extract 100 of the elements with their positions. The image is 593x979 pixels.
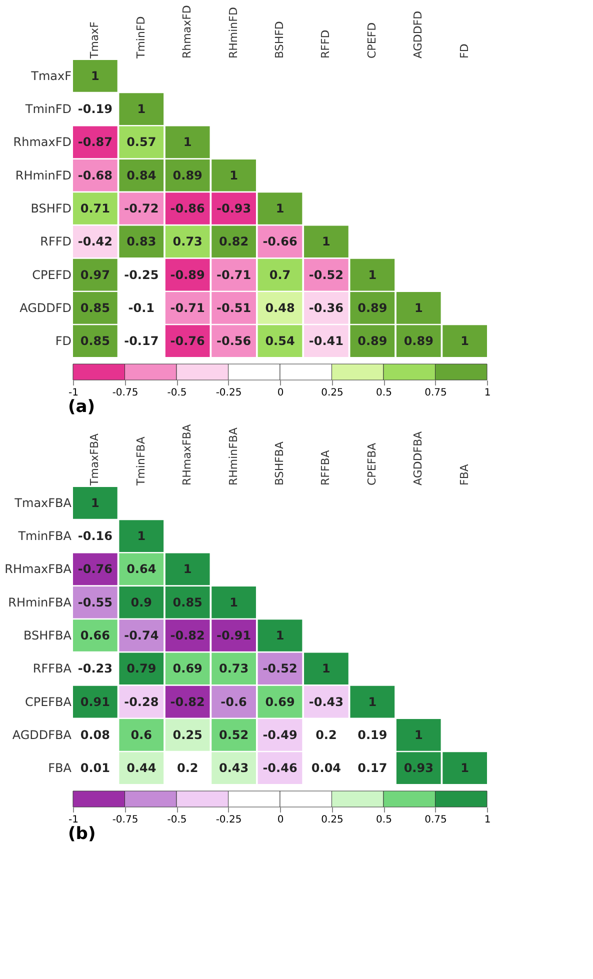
- x-tick-label: RHminFBA: [226, 426, 240, 486]
- data-label: 1: [230, 168, 238, 182]
- data-label: 0.69: [172, 662, 202, 676]
- data-label: -0.16: [78, 529, 112, 544]
- data-label: -0.42: [78, 234, 112, 249]
- data-label: 1: [460, 761, 469, 776]
- data-label: 0.54: [265, 334, 295, 348]
- color-bar-label: 0.75: [424, 814, 447, 826]
- data-label: 1: [460, 334, 469, 348]
- data-label: -0.6: [220, 694, 247, 709]
- y-tick-label: TminFD: [24, 102, 72, 116]
- color-bar-label: 0: [277, 814, 284, 826]
- data-label: 1: [276, 202, 284, 216]
- data-label: 0.25: [172, 728, 202, 742]
- data-label: -0.82: [170, 694, 205, 709]
- data-label: -0.87: [78, 135, 112, 150]
- data-label: -0.46: [262, 761, 298, 776]
- data-label: 0.52: [218, 728, 249, 742]
- y-tick-label: AGDDFBA: [12, 728, 72, 742]
- data-label: -0.68: [78, 168, 112, 182]
- x-tick-label: RFFBA: [319, 450, 332, 486]
- data-label: 0.85: [80, 334, 110, 348]
- color-bar-label: -1: [68, 388, 78, 398]
- color-bar-label: 0.5: [376, 388, 392, 398]
- data-label: -0.86: [170, 202, 205, 216]
- data-label: 0.71: [80, 202, 110, 216]
- data-label: 0.83: [126, 234, 156, 249]
- data-label: 0.89: [358, 334, 388, 348]
- data-label: 0.17: [358, 761, 388, 776]
- color-bar-label: 1: [484, 814, 491, 826]
- data-label: 1: [414, 728, 423, 742]
- data-label: -0.51: [216, 300, 252, 315]
- data-label: -0.36: [308, 300, 344, 315]
- x-tick-label: RhmaxFD: [180, 5, 194, 58]
- data-label: -0.52: [308, 268, 344, 282]
- x-tick-label: CPEFBA: [365, 442, 378, 486]
- data-label: -0.91: [216, 628, 252, 642]
- data-label: -0.52: [262, 662, 298, 676]
- y-tick-label: TmaxFBA: [14, 496, 72, 510]
- data-label: 1: [230, 595, 238, 610]
- data-label: 1: [91, 68, 100, 83]
- color-bar-label: 0: [277, 388, 284, 398]
- color-bar-label: -1: [68, 814, 78, 826]
- x-tick-label: FD: [458, 44, 471, 58]
- data-label: 0.01: [80, 761, 110, 776]
- x-tick-label: FBA: [458, 464, 471, 486]
- y-tick-label: RHminFBA: [8, 595, 72, 610]
- color-bar-label: -0.75: [112, 814, 138, 826]
- data-label: 0.97: [80, 268, 110, 282]
- data-label: 1: [276, 628, 284, 642]
- data-label: 0.66: [80, 628, 110, 642]
- data-label: -0.82: [170, 628, 205, 642]
- color-bar-label: -0.25: [216, 814, 242, 826]
- data-label: 1: [414, 300, 423, 315]
- y-tick-label: BSHFBA: [23, 628, 72, 642]
- color-bar-label: 0.5: [376, 814, 392, 826]
- color-bar-label: 0.25: [321, 814, 344, 826]
- y-tick-label: CPEFBA: [24, 694, 72, 709]
- color-bar-label: -0.5: [167, 814, 187, 826]
- data-label: 0.73: [172, 234, 202, 249]
- data-label: 0.85: [80, 300, 110, 315]
- data-label: 0.89: [358, 300, 388, 315]
- data-label: 0.79: [126, 662, 156, 676]
- y-tick-label: FBA: [48, 761, 72, 776]
- y-tick-label: TminFBA: [17, 529, 72, 544]
- x-tick-label: TminFBA: [134, 436, 148, 486]
- x-tick-label: RHminFD: [226, 7, 240, 58]
- y-tick-label: RFFBA: [32, 662, 72, 676]
- data-label: -0.56: [216, 334, 252, 348]
- data-label: 0.04: [311, 761, 342, 776]
- color-bar-label: 1: [484, 388, 491, 398]
- data-label: 0.84: [126, 168, 156, 182]
- data-label: -0.19: [78, 102, 112, 116]
- text: (a): [68, 397, 96, 417]
- data-label: 1: [322, 662, 330, 676]
- y-tick-label: BSHFD: [30, 202, 72, 216]
- data-label: 0.91: [80, 694, 110, 709]
- data-label: -0.76: [170, 334, 205, 348]
- x-tick-label: CPEFD: [365, 22, 378, 58]
- x-tick-label: BSHFD: [273, 21, 286, 58]
- x-tick-label: TminFD: [134, 16, 148, 60]
- data-label: -0.71: [216, 268, 252, 282]
- data-label: -0.49: [262, 728, 298, 742]
- data-label: 0.43: [218, 761, 249, 776]
- data-label: 0.89: [172, 168, 202, 182]
- text: (b): [68, 824, 96, 844]
- data-label: 0.08: [80, 728, 110, 742]
- data-label: 0.93: [404, 761, 434, 776]
- data-label: 1: [137, 102, 146, 116]
- x-tick-label: AGDDFD: [412, 10, 425, 58]
- data-label: 0.48: [265, 300, 295, 315]
- data-label: 0.44: [126, 761, 156, 776]
- data-label: 1: [183, 562, 192, 576]
- x-tick-label: RHmaxFBA: [180, 424, 194, 486]
- y-tick-label: RHmaxFBA: [4, 562, 72, 576]
- y-tick-label: RhmaxFD: [13, 135, 72, 150]
- data-label: -0.71: [170, 300, 205, 315]
- data-label: 1: [322, 234, 330, 249]
- data-label: 0.64: [126, 562, 156, 576]
- data-label: -0.76: [78, 562, 112, 576]
